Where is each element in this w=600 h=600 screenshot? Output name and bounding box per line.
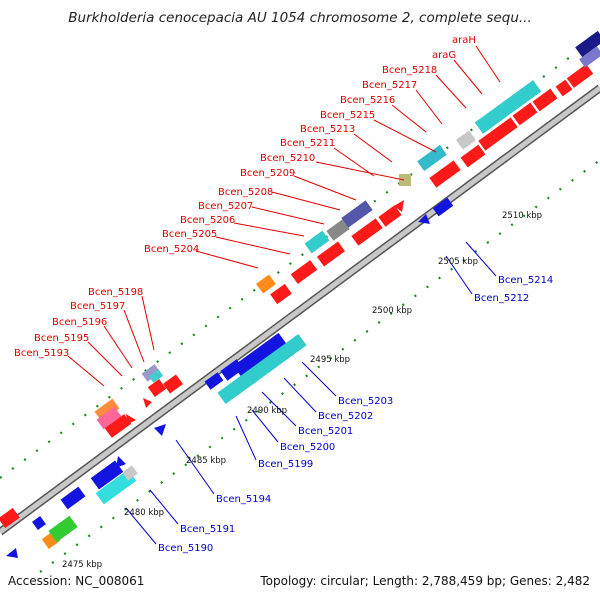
label-connectors <box>67 45 501 545</box>
label-bcen-5210: Bcen_5210 <box>260 153 315 164</box>
label-bcen-5212: Bcen_5212 <box>474 293 529 304</box>
label-bcen-5208: Bcen_5208 <box>218 187 273 198</box>
label-bcen-5197: Bcen_5197 <box>70 301 125 312</box>
kbp-label-2505: 2505 kbp <box>438 257 478 267</box>
label-bcen-5214: Bcen_5214 <box>498 275 553 286</box>
label-bcen-5206: Bcen_5206 <box>180 215 235 226</box>
forward-features <box>0 30 600 529</box>
label-bcen-5200: Bcen_5200 <box>280 442 335 453</box>
label-bcen-5216: Bcen_5216 <box>340 95 395 106</box>
kbp-label-2485: 2485 kbp <box>186 456 226 466</box>
backbone <box>0 84 600 536</box>
label-bcen-5199: Bcen_5199 <box>258 459 313 470</box>
kbp-label-2500: 2500 kbp <box>372 306 412 316</box>
label-bcen-5217: Bcen_5217 <box>362 80 417 91</box>
label-bcen-5191: Bcen_5191 <box>180 524 235 535</box>
forward-labels: araH araG Bcen_5218 Bcen_5217 Bcen_5216 … <box>14 35 476 359</box>
label-arah: araH <box>452 35 476 46</box>
label-bcen-5218: Bcen_5218 <box>382 65 437 76</box>
reverse-labels: Bcen_5214 Bcen_5212 Bcen_5203 Bcen_5202 … <box>158 275 553 554</box>
label-bcen-5204: Bcen_5204 <box>144 244 199 255</box>
kbp-label-2510: 2510 kbp <box>502 211 542 221</box>
label-bcen-5194: Bcen_5194 <box>216 494 271 505</box>
label-bcen-5215: Bcen_5215 <box>320 110 375 121</box>
label-arag: araG <box>432 50 456 61</box>
label-bcen-5193: Bcen_5193 <box>14 348 69 359</box>
kbp-label-2475: 2475 kbp <box>62 560 102 570</box>
kbp-label-2495: 2495 kbp <box>310 355 350 365</box>
label-bcen-5190: Bcen_5190 <box>158 543 213 554</box>
label-bcen-5203: Bcen_5203 <box>338 396 393 407</box>
map-title: Burkholderia cenocepacia AU 1054 chromos… <box>68 10 532 26</box>
kbp-label-2490: 2490 kbp <box>247 406 287 416</box>
label-bcen-5207: Bcen_5207 <box>198 201 253 212</box>
accession-text: Accession: NC_008061 <box>8 574 145 588</box>
label-bcen-5205: Bcen_5205 <box>162 229 217 240</box>
label-bcen-5195: Bcen_5195 <box>34 333 89 344</box>
label-bcen-5196: Bcen_5196 <box>52 317 107 328</box>
kbp-label-2480: 2480 kbp <box>124 508 164 518</box>
label-bcen-5211: Bcen_5211 <box>280 138 335 149</box>
kbp-ruler-labels: 2475 kbp 2480 kbp 2485 kbp 2490 kbp 2495… <box>62 211 542 570</box>
label-bcen-5202: Bcen_5202 <box>318 411 373 422</box>
label-bcen-5198: Bcen_5198 <box>88 287 143 298</box>
label-bcen-5201: Bcen_5201 <box>298 426 353 437</box>
reverse-features <box>6 197 454 558</box>
label-bcen-5209: Bcen_5209 <box>240 168 295 179</box>
topology-summary: Topology: circular; Length: 2,788,459 bp… <box>260 574 590 588</box>
label-bcen-5213: Bcen_5213 <box>300 124 355 135</box>
